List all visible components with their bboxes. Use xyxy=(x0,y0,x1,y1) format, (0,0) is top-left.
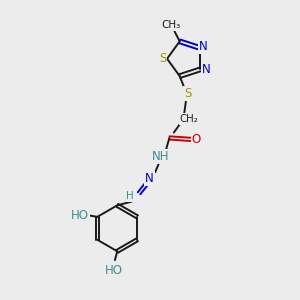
Text: CH₃: CH₃ xyxy=(162,20,181,30)
Text: NH: NH xyxy=(152,150,169,163)
Text: HO: HO xyxy=(105,264,123,277)
Text: N: N xyxy=(202,63,210,76)
Text: CH₂: CH₂ xyxy=(180,114,199,124)
Text: H: H xyxy=(126,191,134,201)
Text: N: N xyxy=(145,172,154,185)
Text: S: S xyxy=(159,52,166,65)
Text: O: O xyxy=(192,133,201,146)
Text: HO: HO xyxy=(71,209,89,222)
Text: S: S xyxy=(184,87,191,100)
Text: N: N xyxy=(199,40,207,53)
